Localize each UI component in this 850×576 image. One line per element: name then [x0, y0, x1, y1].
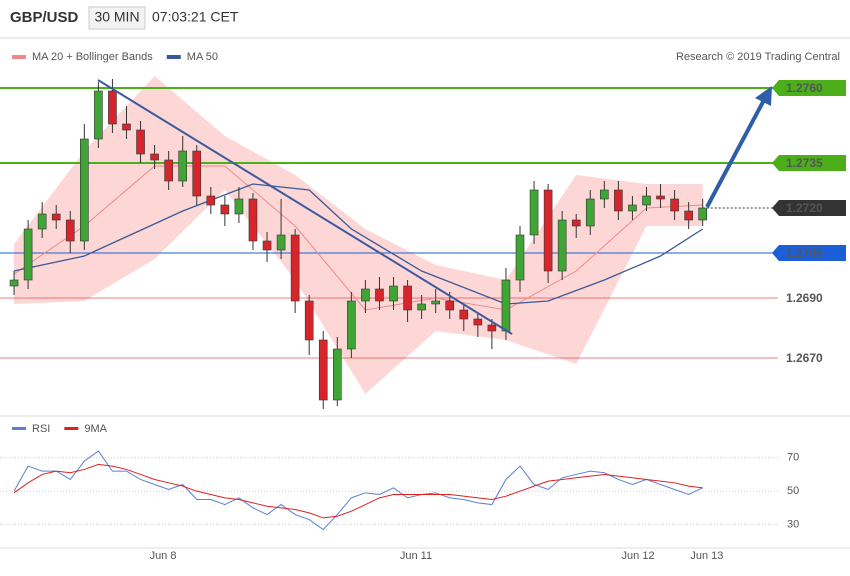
candle-body: [248, 198, 258, 242]
x-tick-label: Jun 12: [622, 550, 655, 562]
candle-body: [515, 234, 525, 281]
candle-body: [670, 198, 679, 212]
candle-body: [417, 303, 426, 311]
x-tick-label: Jun 11: [400, 550, 432, 562]
legend-label: MA 20 + Bollinger Bands: [32, 51, 153, 63]
level-box: [772, 80, 846, 96]
candle-body: [431, 300, 440, 305]
candle-body: [459, 309, 469, 320]
legend-label: 9MA: [84, 423, 107, 435]
candle-body: [614, 189, 623, 212]
candle-body: [220, 204, 230, 215]
candle-body: [628, 204, 637, 212]
candle-body: [543, 189, 553, 272]
level-label: 1.2705: [786, 246, 823, 260]
forecast-arrow: [705, 99, 766, 208]
candle-body: [178, 150, 188, 182]
y-tick-label: 50: [787, 485, 799, 497]
candle-body: [206, 195, 216, 206]
candle-body: [375, 288, 384, 302]
legend-swatch: [12, 55, 26, 59]
credit: Research © 2019 Trading Central: [676, 51, 840, 63]
candle-body: [656, 195, 665, 200]
candle-body: [164, 159, 173, 182]
candle-body: [585, 198, 595, 227]
time: 07:03:21 CET: [152, 9, 239, 25]
candle-body: [150, 153, 159, 161]
candle-body: [487, 324, 497, 332]
candle-body: [234, 198, 244, 215]
legend-swatch: [64, 427, 79, 430]
candle-body: [403, 285, 412, 311]
candle-body: [473, 318, 483, 326]
level-label: 1.2760: [786, 81, 823, 95]
rsi-panel: RSI 9MA 30 50 70 Jun 8 Jun 11 Jun 12 Jun 13: [0, 423, 799, 562]
legend-swatch: [166, 55, 181, 59]
forecast-arrow-head: [755, 86, 772, 106]
candle-body: [276, 234, 286, 251]
candle-body: [600, 189, 609, 200]
candle-body: [529, 189, 539, 236]
candle-body: [136, 129, 145, 155]
candle-body: [361, 288, 370, 302]
ma-line: [13, 183, 704, 305]
level-label: 1.2720: [786, 201, 823, 215]
candle-body: [332, 348, 342, 401]
candle-body: [501, 279, 511, 332]
candle-body: [445, 300, 455, 311]
level-label: 1.2690: [786, 291, 823, 305]
candle-body: [347, 300, 356, 350]
level-label: 1.2670: [786, 351, 823, 365]
candle-body: [51, 213, 61, 221]
candle-body: [80, 138, 89, 242]
series-line: [13, 450, 703, 531]
x-tick-label: Jun 13: [690, 550, 723, 562]
candle-body: [37, 213, 47, 230]
candle-body: [684, 210, 693, 221]
candle-body: [557, 219, 567, 272]
symbol: GBP/USD: [10, 9, 79, 26]
candle-body: [698, 207, 708, 221]
legend-label: RSI: [32, 423, 50, 435]
trend-line: [97, 79, 513, 335]
candle-body: [23, 228, 33, 281]
candle-body: [192, 150, 202, 197]
y-tick-label: 30: [787, 519, 799, 531]
candle-body: [571, 219, 581, 227]
candle-body: [304, 300, 314, 341]
candle-body: [642, 195, 651, 206]
candle-body: [94, 90, 103, 140]
interval: 30 MIN: [94, 9, 139, 25]
candle-body: [262, 240, 272, 251]
candle-body: [65, 219, 75, 242]
level-box: [772, 245, 846, 261]
legend-label: MA 50: [187, 51, 218, 63]
level-label: 1.2735: [786, 156, 823, 170]
candle-body: [290, 234, 300, 302]
price-panel: MA 20 + Bollinger Bands MA 50 1.2760 1.2735…: [0, 51, 846, 409]
candle-body: [389, 285, 398, 302]
level-box: [772, 200, 846, 216]
interval-box: [88, 6, 146, 30]
x-tick-label: Jun 8: [150, 550, 177, 562]
series-line: [13, 463, 703, 519]
candle-body: [318, 339, 328, 401]
candle-body: [108, 90, 117, 125]
legend-swatch: [12, 427, 26, 430]
y-tick-label: 70: [787, 452, 799, 464]
level-box: [772, 155, 846, 171]
candle-body: [122, 123, 131, 131]
candle-body: [9, 279, 19, 287]
